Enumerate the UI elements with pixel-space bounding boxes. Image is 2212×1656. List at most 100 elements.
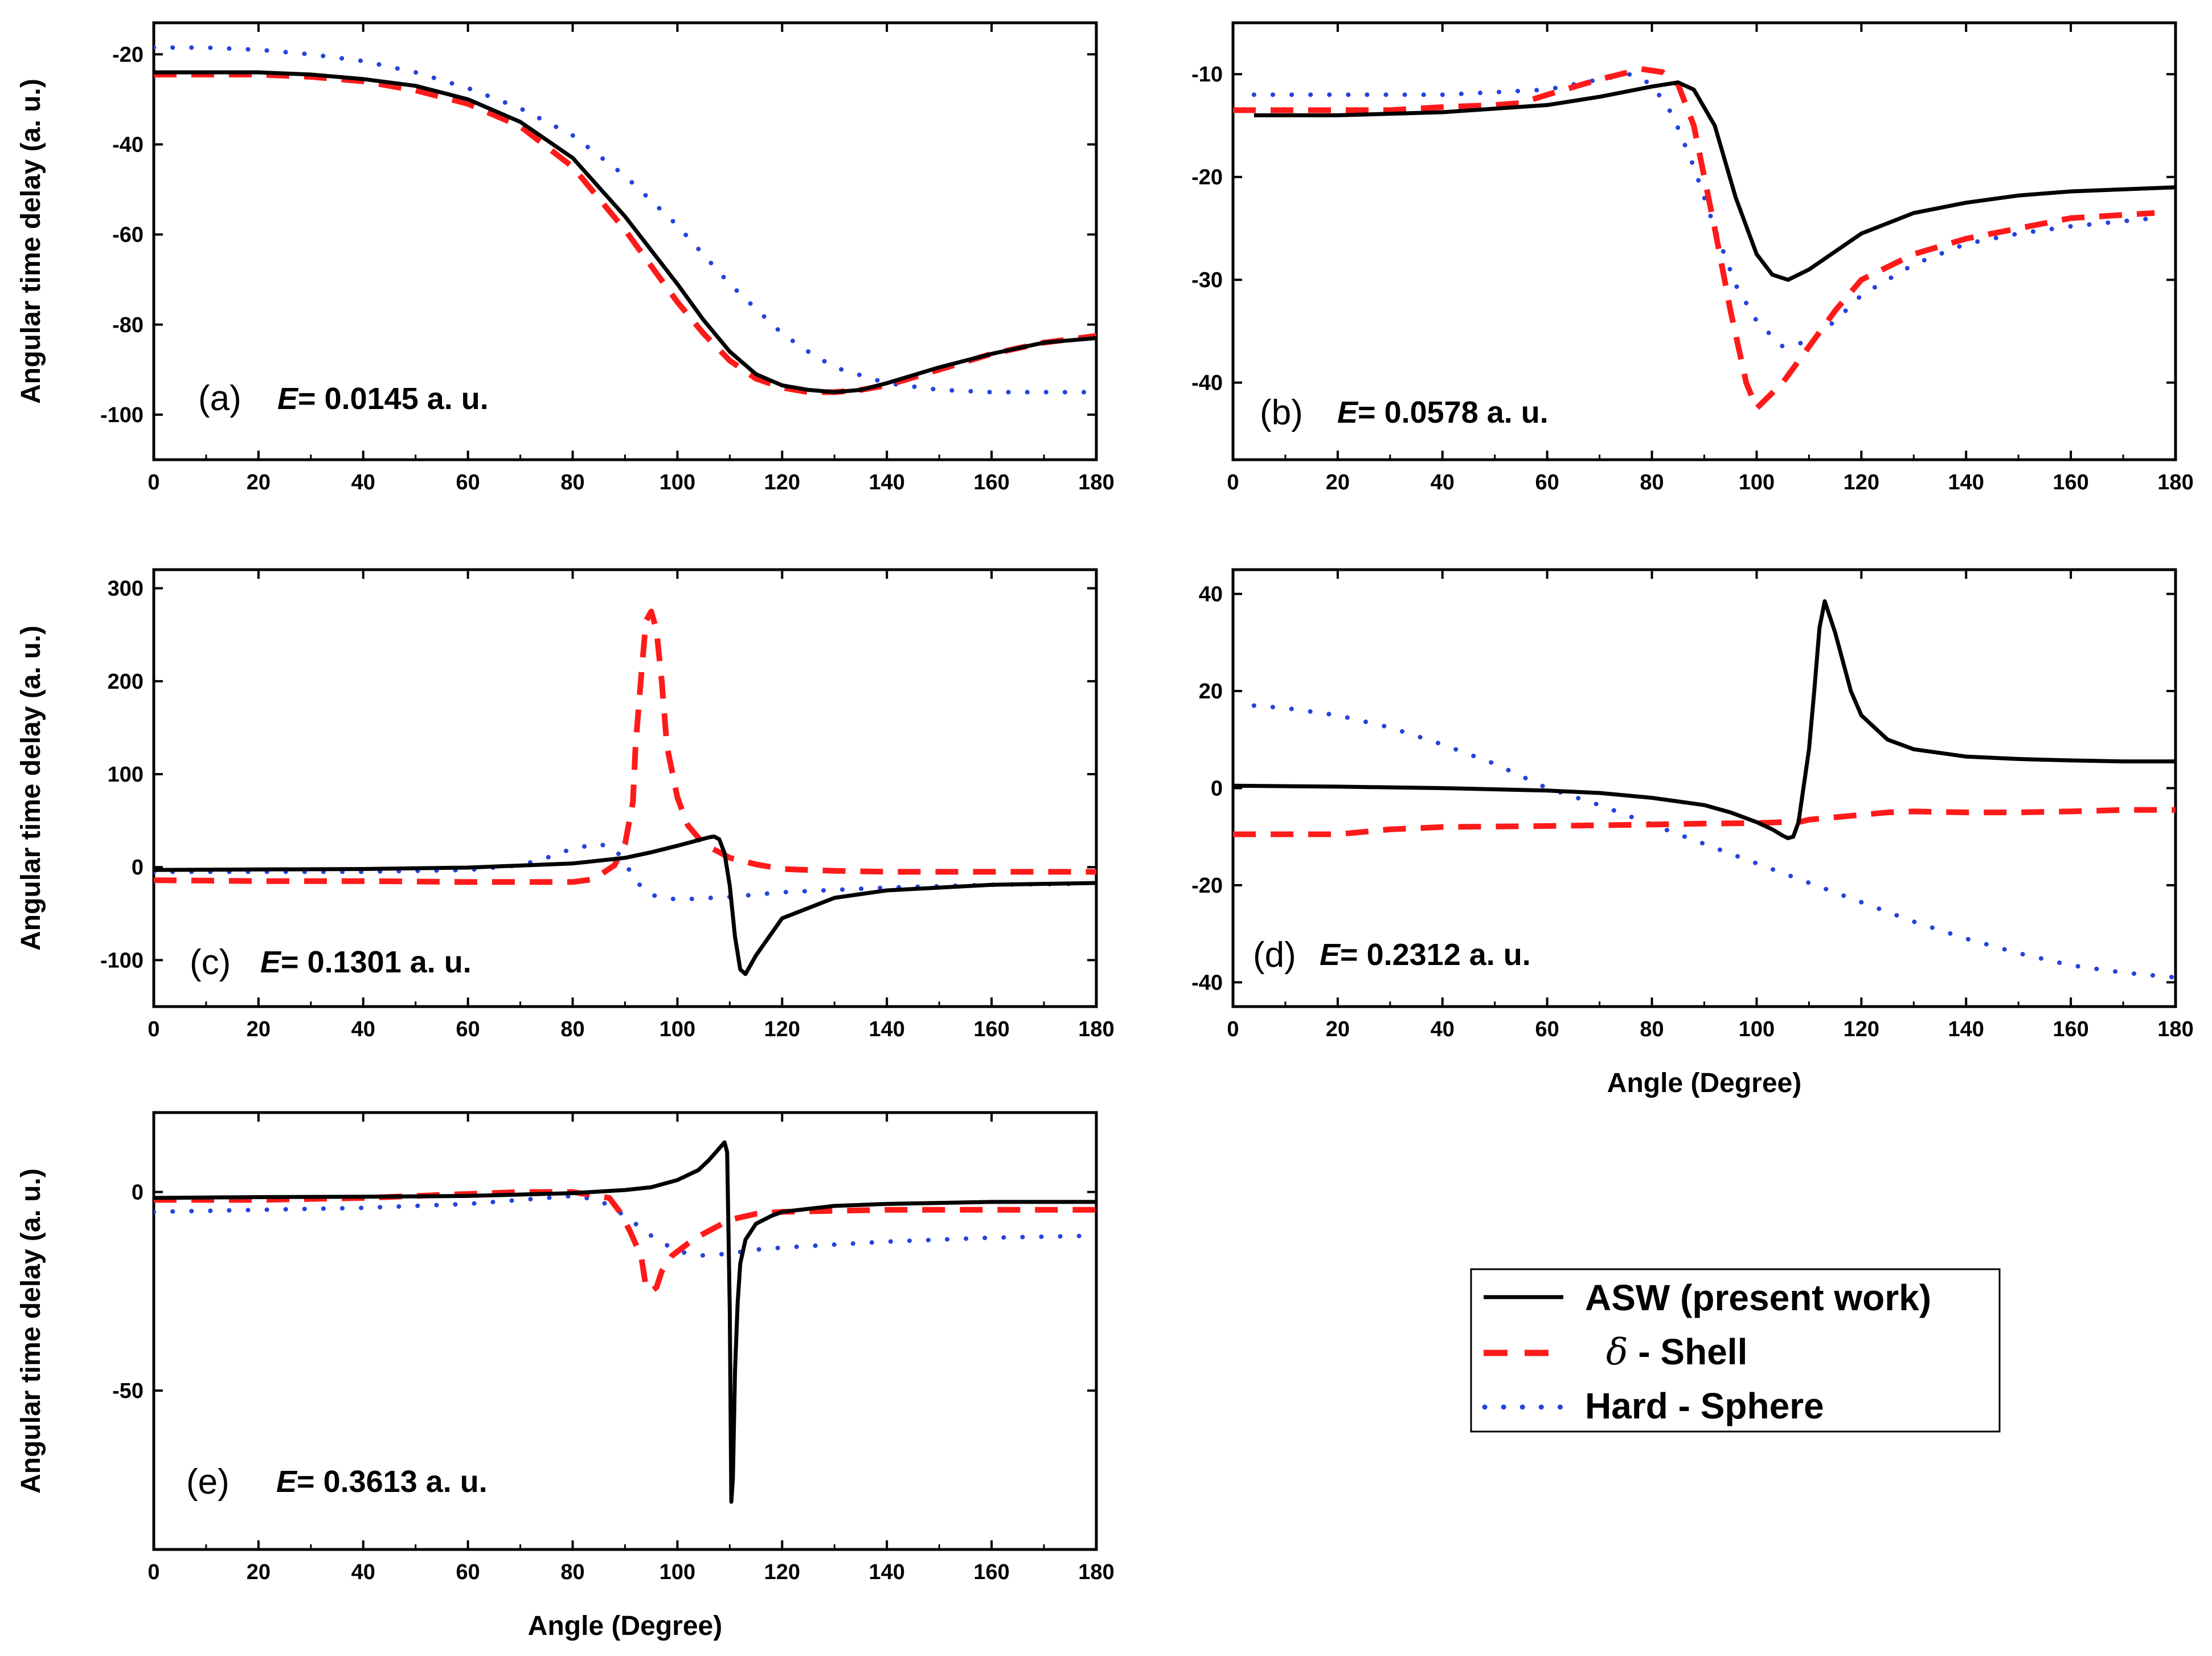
legend-shell-text: - Shell [1628,1331,1748,1372]
x-tick-label-b: 120 [1844,471,1879,494]
x-tick-label-d: 180 [2157,1017,2193,1041]
x-tick-label-e: 140 [869,1560,905,1584]
series-line-hard-sphere-d [1251,703,2176,980]
x-tick-label-e: 180 [1078,1560,1114,1584]
energy-symbol-a: E [277,382,299,416]
legend-label-asw: ASW (present work) [1585,1277,1931,1318]
x-tick-label-d: 40 [1431,1017,1455,1041]
x-tick-label-c: 140 [869,1017,905,1041]
x-tick-label-d: 60 [1535,1017,1559,1041]
series-line-shell-e [154,1189,1096,1294]
x-tick-label-e: 0 [148,1560,159,1584]
x-tick-label-b: 40 [1431,471,1455,494]
x-tick-label-c: 120 [764,1017,800,1041]
series-line-asw-d [1233,599,2176,840]
y-tick-label-a: -40 [112,133,144,157]
x-tick-label-a: 60 [456,471,480,494]
x-tick-label-a: 80 [560,471,584,494]
panel-label-b: (b) [1260,393,1303,432]
y-tick-label-a: -20 [112,43,144,67]
y-tick-label-d: 20 [1199,680,1223,704]
x-tick-label-e: 40 [351,1560,375,1584]
energy-label-c: E= 0.1301 a. u. [260,945,472,979]
x-tick-label-e: 60 [456,1560,480,1584]
energy-symbol-d: E [1320,938,1341,972]
x-tick-label-d: 160 [2053,1017,2088,1041]
panel-d: (d) E= 0.2312 a. u. 0 20 40 60 80 100 120 140 16… [1191,568,2194,1098]
legend-delta-symbol: δ [1606,1331,1628,1373]
x-tick-label-b: 180 [2157,471,2193,494]
y-tick-label-c: 0 [132,856,144,880]
x-tick-label-a: 140 [869,471,905,494]
series-line-hard-sphere-b [1251,72,2157,349]
y-axis-title-e: Angular time delay (a. u.) [16,1168,46,1494]
panel-a: (a) E= 0.0145 a. u. 0 20 40 60 80 100 120 140 16… [16,21,1115,494]
y-tick-label-c: 300 [108,577,144,601]
x-tick-label-c: 180 [1078,1017,1114,1041]
y-tick-label-b: -10 [1191,63,1223,87]
x-tick-label-d: 140 [1948,1017,1984,1041]
series-line-hard-sphere-c [154,841,1072,902]
y-tick-label-b: -40 [1191,371,1223,395]
x-tick-label-c: 60 [456,1017,480,1041]
x-tick-label-b: 20 [1326,471,1350,494]
panel-label-c: (c) [190,943,231,982]
plot-frame-c [152,568,1098,1008]
x-tick-label-c: 80 [560,1017,584,1041]
panel-c: (c) E= 0.1301 a. u. 0 20 40 60 80 100 120 140 16… [16,568,1115,1041]
panel-label-d: (d) [1253,935,1296,975]
x-tick-label-b: 80 [1640,471,1664,494]
x-tick-label-a: 0 [148,471,159,494]
x-tick-label-b: 140 [1948,471,1984,494]
x-tick-label-a: 40 [351,471,375,494]
y-tick-label-d: -20 [1191,874,1223,898]
x-tick-label-e: 100 [659,1560,695,1584]
x-tick-label-d: 80 [1640,1017,1664,1041]
x-axis-title-e: Angle (Degree) [528,1611,722,1641]
y-tick-label-a: -60 [112,223,144,247]
energy-symbol-c: E [260,945,282,979]
x-tick-label-a: 100 [659,471,695,494]
energy-value-a: = 0.0145 a. u. [298,382,489,416]
y-tick-label-b: -30 [1191,268,1223,292]
plot-frame-b [1231,21,2177,461]
panel-e: (e) E= 0.3613 a. u. 0 20 40 60 80 100 120 140 16… [16,1111,1115,1641]
x-tick-label-a: 160 [973,471,1009,494]
series-line-shell-a [154,71,1096,395]
x-tick-label-d: 120 [1844,1017,1879,1041]
x-tick-label-c: 0 [148,1017,159,1041]
x-tick-label-b: 100 [1739,471,1775,494]
energy-value-d: = 0.2312 a. u. [1340,938,1531,972]
energy-value-e: = 0.3613 a. u. [297,1465,488,1499]
x-tick-label-c: 40 [351,1017,375,1041]
y-tick-label-c: -100 [100,948,144,972]
y-tick-label-c: 100 [108,763,144,787]
x-tick-label-e: 20 [247,1560,271,1584]
y-tick-label-b: -20 [1191,166,1223,190]
x-tick-label-c: 100 [659,1017,695,1041]
series-line-asw-b [1254,80,2176,282]
x-tick-label-a: 20 [247,471,271,494]
energy-label-d: E= 0.2312 a. u. [1320,938,1531,972]
energy-label-e: E= 0.3613 a. u. [276,1465,488,1499]
legend: ASW (present work) δ - Shell Hard - Sphe… [1470,1268,2001,1433]
x-tick-label-e: 120 [764,1560,800,1584]
energy-label-a: E= 0.0145 a. u. [277,382,489,416]
x-tick-label-b: 0 [1227,471,1239,494]
x-tick-label-d: 100 [1739,1017,1775,1041]
y-tick-label-a: -80 [112,313,144,337]
energy-symbol-b: E [1337,395,1359,430]
x-tick-label-b: 60 [1535,471,1559,494]
x-tick-label-d: 20 [1326,1017,1350,1041]
x-tick-label-d: 0 [1227,1017,1239,1041]
x-tick-label-c: 20 [247,1017,271,1041]
y-axis-title-c: Angular time delay (a. u.) [16,625,46,951]
x-tick-label-b: 160 [2053,471,2088,494]
series-line-hard-sphere-e [154,1193,1096,1258]
energy-label-b: E= 0.0578 a. u. [1337,395,1549,430]
series-line-asw-e [154,1140,1096,1504]
legend-label-hard-sphere: Hard - Sphere [1585,1385,1824,1426]
y-tick-label-d: 40 [1199,583,1223,607]
x-tick-label-e: 160 [973,1560,1009,1584]
